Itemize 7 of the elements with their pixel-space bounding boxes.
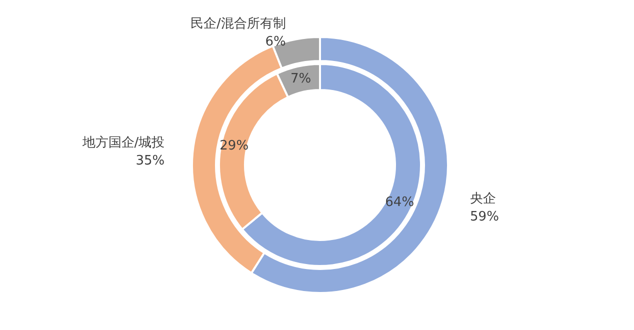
- data-label: 35%: [136, 153, 165, 168]
- slice-label: 央企: [470, 191, 496, 206]
- slice-label: 地方国企/城投: [81, 134, 165, 150]
- data-label: 6%: [265, 34, 286, 50]
- slice-label: 民企/混合所有制: [190, 16, 286, 32]
- data-label: 59%: [470, 209, 499, 224]
- data-label: 7%: [290, 72, 312, 87]
